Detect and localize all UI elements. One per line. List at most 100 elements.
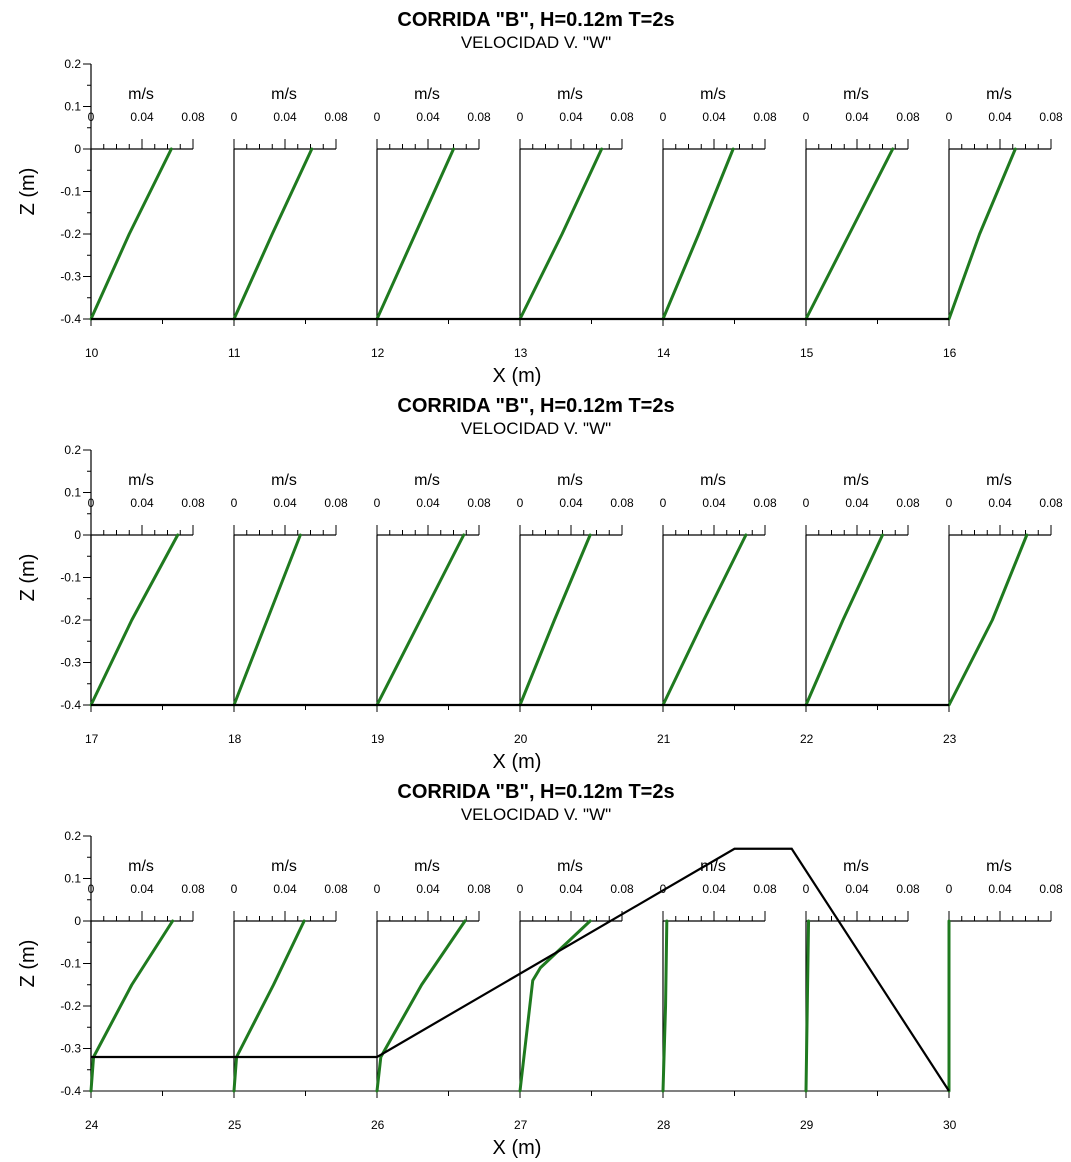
- y-tick-label: 0: [74, 142, 81, 156]
- velocity-tick-label: 0.04: [273, 496, 297, 510]
- y-axis-label: Z (m): [17, 554, 39, 602]
- velocity-unit-label: m/s: [414, 858, 440, 875]
- station-profile-29: 0 0.04 0.08 m/s: [803, 858, 920, 1093]
- velocity-tick-label: 0.08: [1039, 882, 1063, 896]
- y-tick-label: -0.3: [60, 270, 81, 284]
- station-profile-23: 0 0.04 0.08 m/s: [946, 472, 1063, 707]
- y-tick-label: -0.2: [60, 227, 81, 241]
- velocity-tick-label: 0.04: [845, 882, 869, 896]
- chart-panel-1: CORRIDA "B", H=0.12m T=2s VELOCIDAD V. "W…: [17, 9, 1063, 387]
- velocity-tick-label: 0.04: [273, 882, 297, 896]
- velocity-tick-label: 0: [374, 496, 381, 510]
- velocity-profile-line: [804, 147, 895, 321]
- velocity-unit-label: m/s: [843, 858, 869, 875]
- x-axis-label: X (m): [493, 1137, 542, 1159]
- velocity-tick-label: 0.08: [1039, 496, 1063, 510]
- velocity-unit-label: m/s: [414, 472, 440, 489]
- velocity-tick-label: 0.04: [416, 882, 440, 896]
- velocity-tick-label: 0.04: [130, 882, 154, 896]
- station-profile-27: 0 0.04 0.08 m/s: [517, 858, 634, 1093]
- velocity-unit-label: m/s: [128, 472, 154, 489]
- x-axis-label: X (m): [493, 751, 542, 773]
- velocity-tick-label: 0: [946, 496, 953, 510]
- velocity-unit-label: m/s: [128, 858, 154, 875]
- velocity-tick-label: 0.04: [702, 496, 726, 510]
- chart-subtitle: VELOCIDAD V. "W": [461, 33, 611, 52]
- velocity-tick-label: 0: [374, 110, 381, 124]
- x-tick-label: 23: [943, 732, 957, 746]
- x-tick-label: 12: [371, 346, 385, 360]
- chart-title: CORRIDA "B", H=0.12m T=2s: [397, 395, 674, 417]
- velocity-unit-label: m/s: [700, 858, 726, 875]
- x-tick-label: 21: [657, 732, 671, 746]
- y-tick-label: 0.1: [64, 872, 81, 886]
- station-profile-30: 0 0.04 0.08 m/s: [946, 858, 1063, 1093]
- velocity-tick-label: 0.04: [559, 882, 583, 896]
- station-profile-17: 0 0.04 0.08 m/s: [88, 472, 205, 707]
- velocity-tick-label: 0.08: [753, 110, 777, 124]
- y-tick-label: -0.4: [60, 698, 81, 712]
- velocity-tick-label: 0: [660, 882, 667, 896]
- chart-subtitle: VELOCIDAD V. "W": [461, 419, 611, 438]
- chart-panel-2: CORRIDA "B", H=0.12m T=2s VELOCIDAD V. "W…: [17, 395, 1063, 773]
- x-tick-label: 14: [657, 346, 671, 360]
- station-profile-28: 0 0.04 0.08 m/s: [660, 858, 777, 1093]
- velocity-unit-label: m/s: [700, 472, 726, 489]
- velocity-tick-label: 0.08: [610, 110, 634, 124]
- x-tick-label: 10: [85, 346, 99, 360]
- velocity-unit-label: m/s: [986, 858, 1012, 875]
- velocity-tick-label: 0: [660, 496, 667, 510]
- y-tick-label: -0.2: [60, 613, 81, 627]
- velocity-tick-label: 0: [946, 882, 953, 896]
- velocity-tick-label: 0.08: [324, 496, 348, 510]
- velocity-unit-label: m/s: [414, 86, 440, 103]
- velocity-tick-label: 0.08: [324, 882, 348, 896]
- station-profile-10: 0 0.04 0.08 m/s: [88, 86, 205, 321]
- velocity-tick-label: 0.04: [130, 110, 154, 124]
- y-tick-label: -0.3: [60, 1042, 81, 1056]
- x-tick-label: 18: [228, 732, 242, 746]
- velocity-tick-label: 0.08: [324, 110, 348, 124]
- station-profile-16: 0 0.04 0.08 m/s: [946, 86, 1063, 321]
- velocity-profile-line: [89, 147, 173, 321]
- velocity-profile-line: [518, 919, 592, 1093]
- velocity-unit-label: m/s: [128, 86, 154, 103]
- velocity-profile-line: [661, 533, 748, 707]
- velocity-tick-label: 0: [517, 110, 524, 124]
- y-tick-label: 0: [74, 528, 81, 542]
- velocity-profile-line: [89, 919, 175, 1093]
- y-tick-label: -0.3: [60, 656, 81, 670]
- velocity-unit-label: m/s: [271, 472, 297, 489]
- x-tick-label: 11: [228, 346, 241, 360]
- velocity-tick-label: 0.08: [610, 882, 634, 896]
- velocity-tick-label: 0: [517, 496, 524, 510]
- chart-subtitle: VELOCIDAD V. "W": [461, 805, 611, 824]
- velocity-tick-label: 0.08: [181, 882, 205, 896]
- x-tick-label: 30: [943, 1118, 957, 1132]
- y-tick-label: 0.1: [64, 486, 81, 500]
- velocity-tick-label: 0.04: [988, 110, 1012, 124]
- velocity-profile-line: [804, 919, 811, 1093]
- velocity-unit-label: m/s: [271, 858, 297, 875]
- velocity-unit-label: m/s: [700, 86, 726, 103]
- velocity-profile-line: [375, 919, 467, 1093]
- y-tick-label: 0: [74, 914, 81, 928]
- velocity-profile-line: [232, 533, 302, 707]
- velocity-tick-label: 0.08: [467, 496, 491, 510]
- station-profile-21: 0 0.04 0.08 m/s: [660, 472, 777, 707]
- velocity-tick-label: 0.04: [702, 110, 726, 124]
- velocity-unit-label: m/s: [557, 472, 583, 489]
- velocity-profile-line: [232, 919, 306, 1093]
- velocity-tick-label: 0.04: [988, 882, 1012, 896]
- y-tick-label: -0.2: [60, 999, 81, 1013]
- velocity-tick-label: 0.04: [845, 110, 869, 124]
- velocity-unit-label: m/s: [986, 86, 1012, 103]
- y-tick-label: 0.2: [64, 57, 81, 71]
- station-profile-12: 0 0.04 0.08 m/s: [374, 86, 491, 321]
- velocity-tick-label: 0.04: [416, 496, 440, 510]
- station-profile-15: 0 0.04 0.08 m/s: [803, 86, 920, 321]
- velocity-profile-line: [232, 147, 314, 321]
- station-profile-19: 0 0.04 0.08 m/s: [374, 472, 491, 707]
- x-tick-label: 20: [514, 732, 528, 746]
